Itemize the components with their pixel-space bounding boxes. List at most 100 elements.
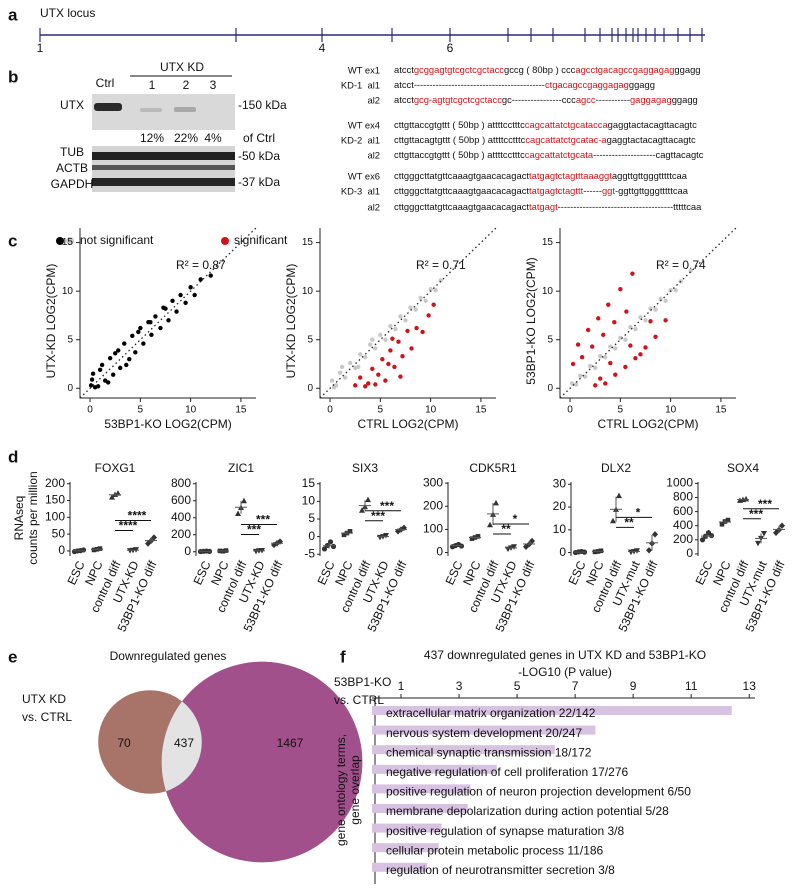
blot-band <box>92 165 235 170</box>
y-tick-label: 600 <box>171 493 191 507</box>
point <box>423 298 428 304</box>
y-tick-label: 10 <box>553 522 567 536</box>
venn-count: 437 <box>174 736 194 750</box>
point <box>587 363 593 369</box>
point <box>431 302 436 307</box>
point <box>370 366 375 372</box>
venn-count: 70 <box>117 736 131 750</box>
sequence: cttgttaccgtgttt ( 50bp ) attttcctttccagc… <box>394 119 697 130</box>
point <box>383 337 388 342</box>
y-tick-label: 800 <box>171 476 191 490</box>
point <box>414 325 419 331</box>
significance-label: *** <box>758 497 772 511</box>
sequence-segment: cttgggcttatgttcaaagtgaacacagact <box>394 185 529 196</box>
panel-label: a <box>8 5 18 24</box>
point <box>107 355 113 361</box>
legend-marker <box>221 237 229 245</box>
sequence-segment: cttgggcttatgttcaaagtgaacacagact <box>394 201 529 212</box>
y-tick-label: 150 <box>45 493 65 507</box>
category-label: negative regulation of cell proliferatio… <box>386 765 628 779</box>
point <box>110 372 116 377</box>
sequence-segment: agcctgacagccgaggagag <box>575 64 674 75</box>
sequence: atcct-----------------------------------… <box>394 79 655 90</box>
point <box>383 378 388 383</box>
point <box>115 490 121 496</box>
point <box>613 346 618 351</box>
bar <box>372 804 468 813</box>
point <box>628 343 633 348</box>
category-label: cellular protein metabolic process 11/18… <box>386 843 604 857</box>
point <box>618 287 623 292</box>
size-marker: -50 kDa <box>238 149 280 163</box>
significance-label: *** <box>749 507 763 521</box>
sequence-segment: ------ <box>583 185 602 196</box>
sequence-segment: cttgttaccgtgttt ( 50bp ) attttcctttc <box>394 119 525 130</box>
point <box>80 547 87 553</box>
legend-marker <box>66 237 74 245</box>
point <box>493 499 499 506</box>
y-tick-label: 0 <box>436 545 443 559</box>
y-tick-label: 15 <box>302 476 316 490</box>
y-tick-label: 5 <box>547 334 553 345</box>
chart-title: ZIC1 <box>228 461 254 475</box>
set-label: vs. CTRL <box>334 693 384 707</box>
point <box>388 323 393 329</box>
point <box>469 536 475 541</box>
significance-label: **** <box>119 519 138 533</box>
point <box>241 497 247 504</box>
point <box>475 534 481 539</box>
point <box>570 361 576 367</box>
sequence: cttgggcttatgttcaaagtgaacacagacttatgagtct… <box>394 185 689 196</box>
point <box>339 364 345 370</box>
y-axis-label: UTX-KD LOG2(CPM) <box>44 264 58 379</box>
x-axis-label: -LOG10 (P value) <box>518 665 612 679</box>
y-axis-label: UTX-KD LOG2(CPM) <box>284 264 298 379</box>
point <box>487 521 493 528</box>
protein-label: UTX <box>60 98 84 112</box>
point <box>438 278 443 283</box>
point <box>663 298 668 304</box>
category-label: regulation of neurotransmitter secretion… <box>386 863 615 877</box>
x-axis-label: CTRL LOG2(CPM) <box>598 417 699 431</box>
point <box>366 381 371 386</box>
legend-marker <box>56 237 64 245</box>
y-axis-label: gene overlap <box>348 755 362 825</box>
point <box>90 371 96 376</box>
point <box>646 547 652 554</box>
point <box>383 533 389 539</box>
point <box>393 326 398 332</box>
point <box>347 529 353 534</box>
y-tick-label: 15 <box>62 237 74 248</box>
category-label: extracellular matrix organization 22/142 <box>386 706 596 720</box>
y-tick-label: 10 <box>542 286 554 297</box>
sequence: atcctgcg-agtgtcgctcgctaccgc-------------… <box>394 94 698 105</box>
point <box>329 378 335 383</box>
point <box>663 318 668 323</box>
x-tick-label: 10 <box>665 405 677 416</box>
point <box>277 538 283 545</box>
point <box>593 383 598 388</box>
annotation: R² = 0.74 <box>656 258 706 272</box>
y-tick-label: 100 <box>45 509 65 523</box>
point <box>589 344 595 349</box>
size-marker: -37 kDa <box>238 175 280 189</box>
venn-count: 1467 <box>277 736 304 750</box>
y-tick-label: 400 <box>673 518 693 532</box>
point <box>368 342 373 347</box>
sequence-segment: atcct <box>394 64 414 75</box>
point <box>153 314 158 319</box>
point <box>358 375 363 380</box>
sequence-segment: cttgttacagtgttt ( 50bp ) attttcctttc <box>394 134 526 145</box>
point <box>403 318 408 323</box>
significance-label: *** <box>380 499 394 513</box>
point <box>428 287 433 292</box>
venn-set <box>161 661 363 863</box>
point <box>163 306 168 311</box>
point <box>699 537 706 543</box>
set-label: 53BP1-KO <box>334 675 391 689</box>
bar <box>372 823 442 833</box>
point <box>623 337 628 342</box>
x-tick-label: 13 <box>743 679 757 693</box>
point <box>755 540 761 547</box>
